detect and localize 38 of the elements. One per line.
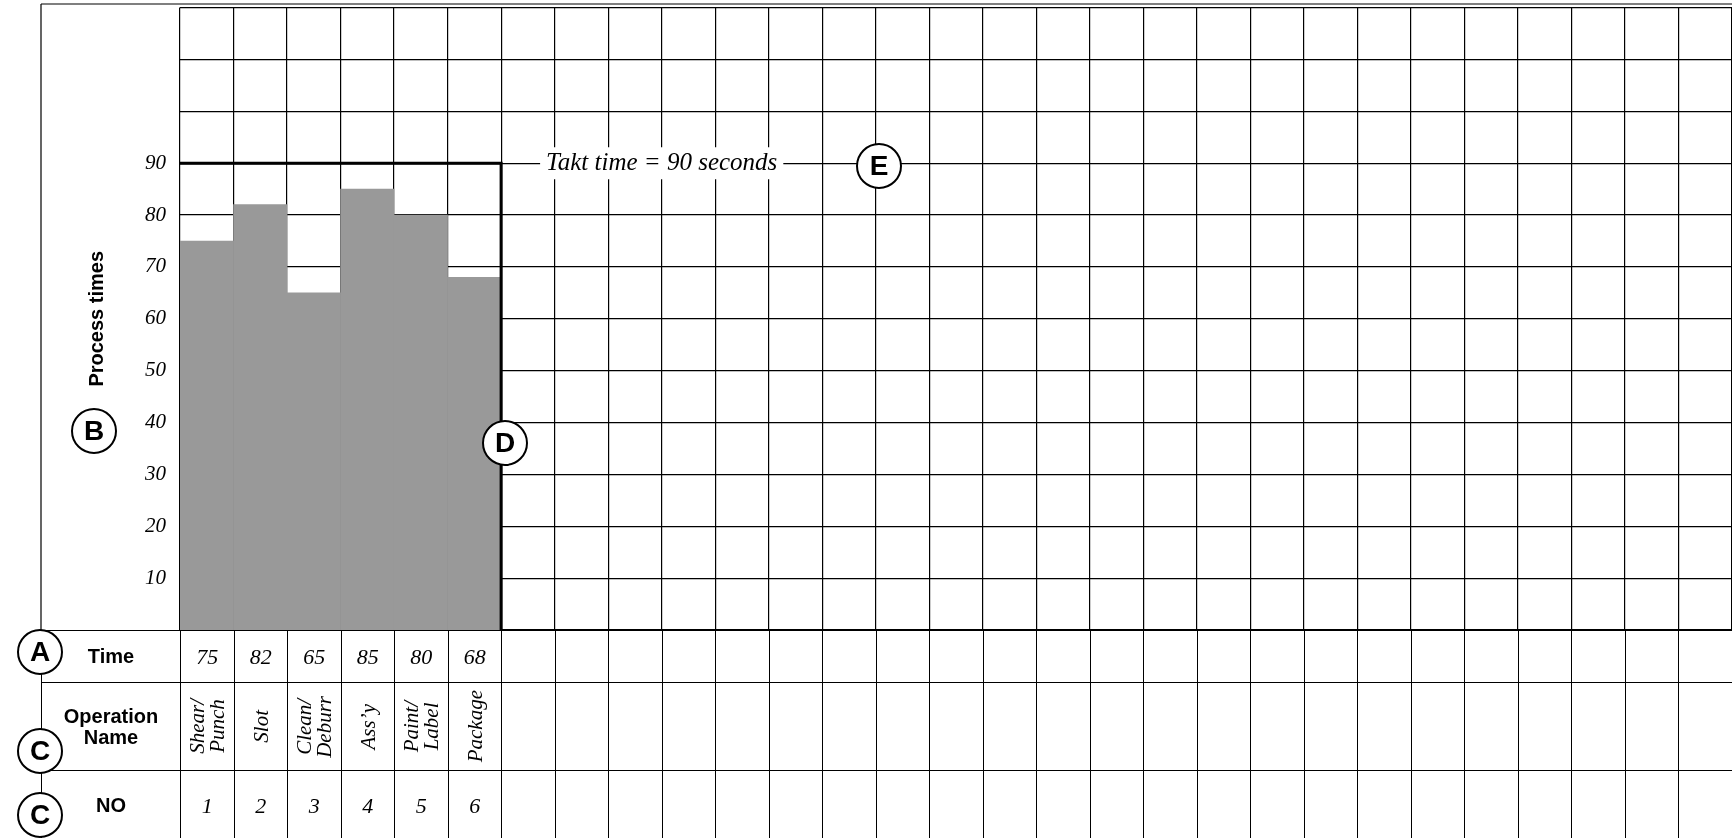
x-tick-label: Clean/ Deburr: [292, 695, 337, 758]
data-label: 68: [463, 643, 486, 670]
x-tick-label: Slot: [248, 710, 273, 743]
text: 4: [362, 792, 374, 819]
y-tick-label: 80: [145, 201, 167, 226]
text: B: [71, 408, 117, 454]
x-tick-label: Package: [462, 690, 487, 763]
data-label: 75: [196, 643, 219, 670]
x-tick-label: Paint/ Label: [399, 700, 444, 753]
text: C: [17, 728, 63, 774]
y-tick-label: 20: [145, 512, 167, 537]
y-tick-label: 50: [145, 357, 167, 382]
text: Operation Name: [63, 704, 159, 748]
text: Time: [87, 645, 135, 667]
data-label: 82: [249, 643, 272, 670]
data-label: 85: [356, 643, 379, 670]
data-label: 65: [303, 643, 326, 670]
y-tick-label: 60: [145, 305, 167, 330]
text: C: [17, 792, 63, 838]
text: 5: [415, 792, 427, 819]
ref-line-label: Takt time = 90 seconds: [546, 147, 778, 175]
text: 2: [255, 792, 267, 819]
x-tick-label: Shear/ Punch: [185, 699, 230, 754]
y-tick-label: 90: [145, 149, 167, 174]
data-label: 80: [410, 643, 433, 670]
x-tick-label: Ass’y: [355, 703, 380, 750]
annotation: E: [856, 143, 902, 189]
y-tick-label: 10: [145, 564, 167, 589]
y-tick-label: 40: [145, 409, 167, 434]
text: NO: [96, 794, 126, 816]
y-tick-label: 30: [144, 460, 167, 485]
y-tick-label: 70: [145, 253, 167, 278]
text: A: [17, 629, 63, 675]
y-axis-title: Process times: [84, 250, 107, 387]
text: 1: [201, 792, 213, 819]
text: 3: [308, 792, 320, 819]
annotation: D: [482, 420, 528, 466]
text: 6: [469, 792, 481, 819]
